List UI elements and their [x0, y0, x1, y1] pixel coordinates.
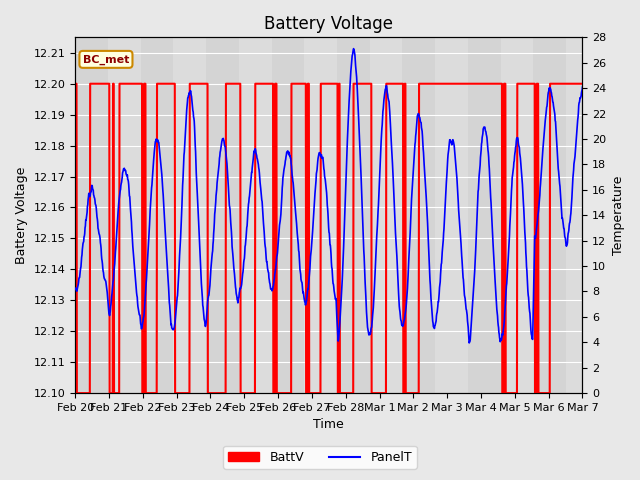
Bar [206, 37, 239, 393]
Bar [75, 37, 108, 393]
Bar [337, 37, 370, 393]
Text: BC_met: BC_met [83, 54, 129, 64]
Y-axis label: Battery Voltage: Battery Voltage [15, 167, 28, 264]
Bar [468, 37, 500, 393]
Legend: BattV, PanelT: BattV, PanelT [223, 446, 417, 469]
Bar [533, 37, 566, 393]
Bar [141, 37, 173, 393]
Bar [403, 37, 435, 393]
X-axis label: Time: Time [314, 419, 344, 432]
Y-axis label: Temperature: Temperature [612, 176, 625, 255]
Title: Battery Voltage: Battery Voltage [264, 15, 394, 33]
Bar [271, 37, 304, 393]
